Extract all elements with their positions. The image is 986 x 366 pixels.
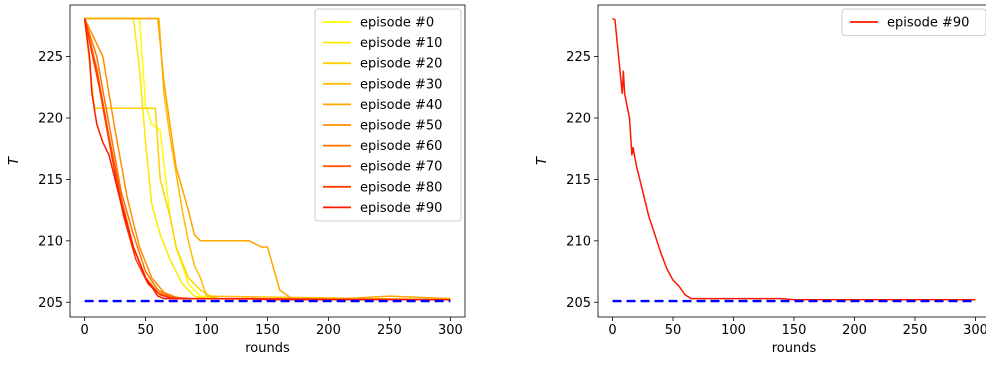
legend: episode #90 [841,8,986,37]
x-tick-label: 100 [721,323,746,338]
y-tick-label: 220 [38,112,63,127]
y-tick-label: 205 [38,296,63,311]
legend-label: episode #30 [360,77,442,92]
legend-label: episode #90 [887,16,969,31]
x-tick-label: 300 [963,323,986,338]
y-tick-label: 215 [566,173,591,188]
legend-label: episode #20 [360,57,442,72]
legend: episode #0 episode #10 episode #20 episode … [314,8,462,222]
x-tick-label: 50 [665,323,682,338]
x-tick-label: 250 [377,323,402,338]
x-tick-label: 250 [903,323,928,338]
legend-label: episode #90 [360,201,442,216]
y-axis-label: T [535,156,550,165]
x-tick-label: 300 [438,323,463,338]
legend-label: episode #0 [360,16,434,31]
series-line [612,17,976,301]
y-tick-label: 205 [566,296,591,311]
plot-frame [597,4,986,318]
legend-label: episode #10 [360,36,442,51]
x-tick-label: 200 [316,323,341,338]
x-tick-label: 150 [782,323,807,338]
plot-area [83,17,451,303]
legend-label: episode #80 [360,180,442,195]
y-tick-label: 215 [38,173,63,188]
legend-label: episode #70 [360,160,442,175]
x-tick-label: 0 [80,323,88,338]
legend-label: episode #50 [360,119,442,134]
series-line [84,17,451,301]
legend-label: episode #60 [360,139,442,154]
legend-box [314,8,462,222]
series-line [83,18,451,301]
y-axis-label: T [7,156,22,165]
plot-area [612,17,976,303]
y-tick-label: 225 [566,50,591,65]
x-tick-label: 0 [608,323,616,338]
left-chart: 0 50 100 150 200 250 300 205 210 215 220 225 rounds T… [7,4,466,356]
x-tick-label: 100 [194,323,219,338]
legend-box [841,8,986,37]
series-line [83,18,451,301]
y-tick-label: 210 [38,234,63,249]
x-tick-label: 150 [255,323,280,338]
x-tick-label: 50 [137,323,154,338]
legend-label: episode #40 [360,98,442,113]
x-axis-label: rounds [245,341,290,356]
x-tick-label: 200 [842,323,867,338]
y-tick-label: 225 [38,50,63,65]
y-tick-label: 220 [566,112,591,127]
x-axis-label: rounds [772,341,817,356]
right-chart: 0 50 100 150 200 250 300 205 210 215 220 225 rounds T… [535,4,986,356]
y-tick-label: 210 [566,234,591,249]
